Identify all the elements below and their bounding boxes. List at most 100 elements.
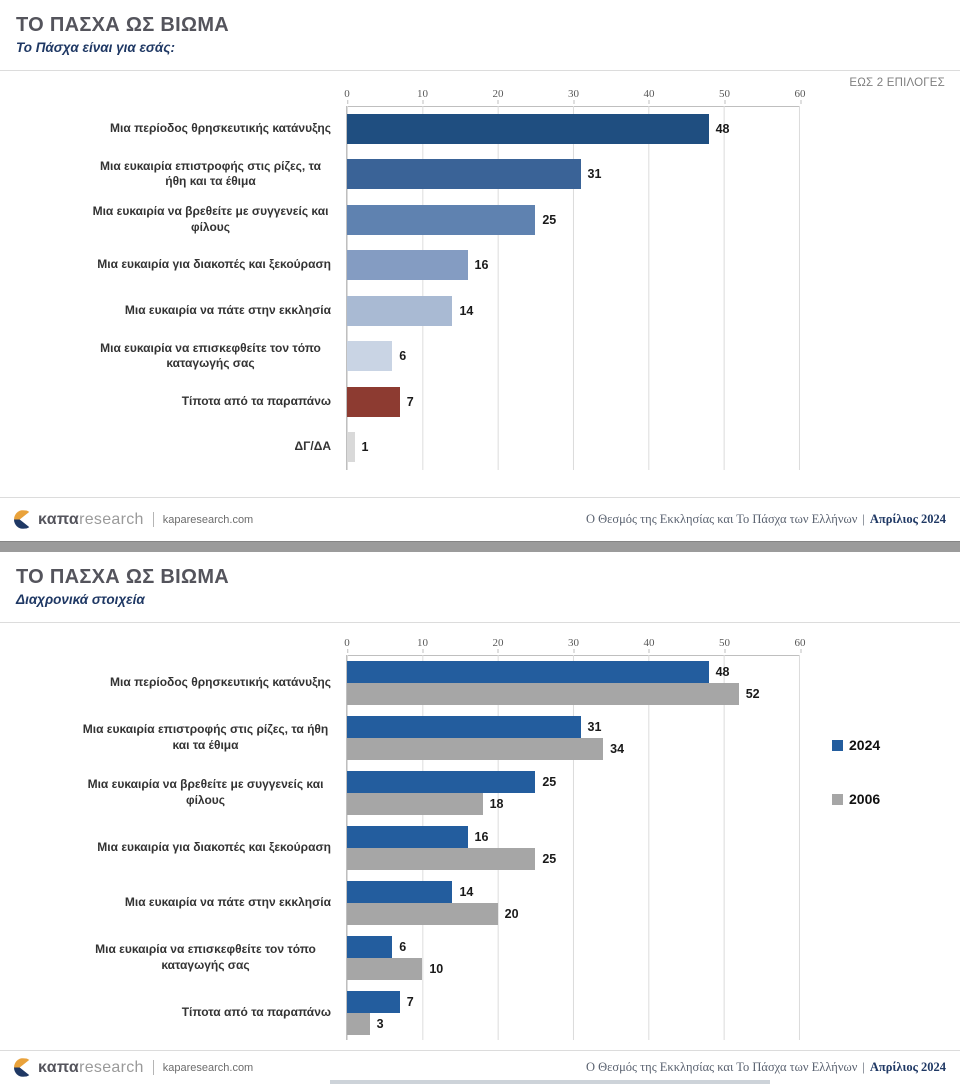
axis-tick-label: 0 <box>344 88 350 104</box>
legend-swatch <box>832 739 843 751</box>
footer-site-link[interactable]: kaparesearch.com <box>162 513 254 526</box>
category-label: Μια ευκαιρία να πάτε στην εκκλησία <box>80 875 340 930</box>
category-label-text: Μια ευκαιρία επιστροφής στις ρίζες, τα ή… <box>82 721 329 752</box>
legend-item-2006: 2006 <box>832 791 880 807</box>
axis-tick-label: 50 <box>719 637 730 653</box>
category-labels: Μια περίοδος θρησκευτικής κατάνυξης Μια ε… <box>80 655 340 1040</box>
slide-easter-trend: ΤΟ ΠΑΣΧΑ ΩΣ ΒΙΩΜΑ Διαχρονικά στοιχεία 0 1… <box>0 552 960 1084</box>
legend-swatch <box>832 793 843 805</box>
category-label: Μια περίοδος θρησκευτικής κατάνυξης <box>90 106 340 152</box>
kapa-logo-icon <box>14 1058 31 1077</box>
slide2-header: ΤΟ ΠΑΣΧΑ ΩΣ ΒΙΩΜΑ Διαχρονικά στοιχεία <box>16 566 944 607</box>
report-title: Ο Θεσμός της Εκκλησίας και Το Πάσχα των … <box>585 512 858 526</box>
bar <box>347 386 400 417</box>
report-date: Απρίλιος 2024 <box>869 1060 946 1074</box>
bar-value-label: 31 <box>587 167 602 182</box>
category-label-text: Μια ευκαιρία να βρεθείτε με συγγενείς κα… <box>87 776 324 807</box>
plot-area: 48 31 25 16 14 6 7 1 <box>346 106 800 470</box>
category-label-text: Τίποτα από τα παραπάνω <box>181 1004 331 1019</box>
footer-site-link[interactable]: kaparesearch.com <box>162 1061 254 1074</box>
category-label-text: Τίποτα από τα παραπάνω <box>181 393 331 408</box>
category-label: Μια περίοδος θρησκευτικής κατάνυξης <box>80 655 340 710</box>
axis-tick-label: 60 <box>794 637 806 653</box>
category-label: Μια ευκαιρία να βρεθείτε με συγγενείς κα… <box>90 197 340 243</box>
axis-tick-label: 10 <box>416 637 428 653</box>
category-label: Μια ευκαιρία να βρεθείτε με συγγενείς κα… <box>80 765 340 820</box>
footer-report-info: Ο Θεσμός της Εκκλησίας και Το Πάσχα των … <box>586 512 960 527</box>
bar-group: 14 20 <box>347 875 799 930</box>
logo-text-light: research <box>79 510 144 528</box>
bar-value-label: 25 <box>542 851 557 866</box>
bar-line: 34 <box>347 737 799 760</box>
bar-value-label: 34 <box>610 741 625 756</box>
bar <box>347 113 709 144</box>
bar-2024 <box>347 715 581 738</box>
bar-group: 31 <box>347 152 799 198</box>
bar-group: 25 <box>347 197 799 243</box>
bar-line: 7 <box>347 386 799 417</box>
bar-value-label: 31 <box>587 719 602 734</box>
next-slide-edge <box>330 1080 770 1084</box>
logo-text-light: research <box>79 1058 144 1076</box>
logo-text-bold: καπα <box>38 1058 80 1076</box>
category-label-text: Μια ευκαιρία επιστροφής στις ρίζες, τα ή… <box>100 158 321 189</box>
bar-line: 31 <box>347 715 799 738</box>
bar-line: 1 <box>347 432 799 463</box>
bar <box>347 341 393 372</box>
bar-line: 10 <box>347 957 799 980</box>
bar-group: 31 34 <box>347 710 799 765</box>
axis-tick-label: 30 <box>568 637 579 653</box>
footer-brand: καπα research kaparesearch.com <box>0 510 253 529</box>
category-label: Μια ευκαιρία επιστροφής στις ρίζες, τα ή… <box>90 152 340 198</box>
bar-value-label: 7 <box>406 994 414 1009</box>
bar-group: 7 <box>347 379 799 425</box>
footer-brand: καπα research kaparesearch.com <box>0 1058 253 1077</box>
bar-line: 48 <box>347 113 799 144</box>
category-label: Μια ευκαιρία για διακοπές και ξεκούραση <box>90 243 340 289</box>
category-label-text: ΔΓ/ΔΑ <box>294 439 331 454</box>
bar <box>347 250 468 281</box>
chart-legend: 2024 2006 <box>832 737 880 845</box>
bar-line: 18 <box>347 792 799 815</box>
bar-value-label: 48 <box>715 664 730 679</box>
bar-line: 16 <box>347 250 799 281</box>
bar-line: 48 <box>347 660 799 683</box>
bar-2024 <box>347 825 468 848</box>
category-label-text: Μια περίοδος θρησκευτικής κατάνυξης <box>110 674 331 689</box>
slide1-header: ΤΟ ΠΑΣΧΑ ΩΣ ΒΙΩΜΑ Το Πάσχα είναι για εσά… <box>16 14 944 55</box>
bar-group: 14 <box>347 288 799 334</box>
legend-item-2024: 2024 <box>832 737 880 753</box>
bar-value-label: 7 <box>406 394 414 409</box>
bar-group: 48 52 <box>347 655 799 710</box>
category-label: Μια ευκαιρία να πάτε στην εκκλησία <box>90 288 340 334</box>
bar-group: 16 <box>347 243 799 289</box>
slide2-footer: καπα research kaparesearch.com Ο Θεσμός … <box>0 1050 960 1084</box>
bar-group: 48 <box>347 106 799 152</box>
legend-label: 2006 <box>849 791 881 807</box>
logo-text-bold: καπα <box>38 510 80 528</box>
slide2-subtitle: Διαχρονικά στοιχεία <box>16 592 145 607</box>
report-separator: | <box>862 1060 865 1074</box>
bar-2006 <box>347 1012 370 1035</box>
bar-group: 6 10 <box>347 930 799 985</box>
bar-line: 14 <box>347 880 799 903</box>
bar-value-label: 48 <box>715 121 730 136</box>
category-label-text: Μια ευκαιρία να επισκεφθείτε τον τόπο κα… <box>95 941 316 972</box>
bar-line: 6 <box>347 341 799 372</box>
bar-line: 20 <box>347 902 799 925</box>
footer-divider <box>152 1060 154 1075</box>
footer-report-info: Ο Θεσμός της Εκκλησίας και Το Πάσχα των … <box>586 1060 960 1075</box>
axis-tick-label: 60 <box>794 88 806 104</box>
bar-line: 3 <box>347 1012 799 1035</box>
bar-value-label: 10 <box>429 961 444 976</box>
category-label: Μια ευκαιρία για διακοπές και ξεκούραση <box>80 820 340 875</box>
x-axis: 0 10 20 30 40 50 60 <box>344 88 806 107</box>
category-label-text: Μια περίοδος θρησκευτικής κατάνυξης <box>110 120 331 135</box>
bar-2024 <box>347 990 400 1013</box>
bar-value-label: 14 <box>459 303 474 318</box>
bar-group: 6 <box>347 334 799 380</box>
axis-tick-label: 30 <box>568 88 579 104</box>
bar-2006 <box>347 957 423 980</box>
bar <box>347 204 536 235</box>
